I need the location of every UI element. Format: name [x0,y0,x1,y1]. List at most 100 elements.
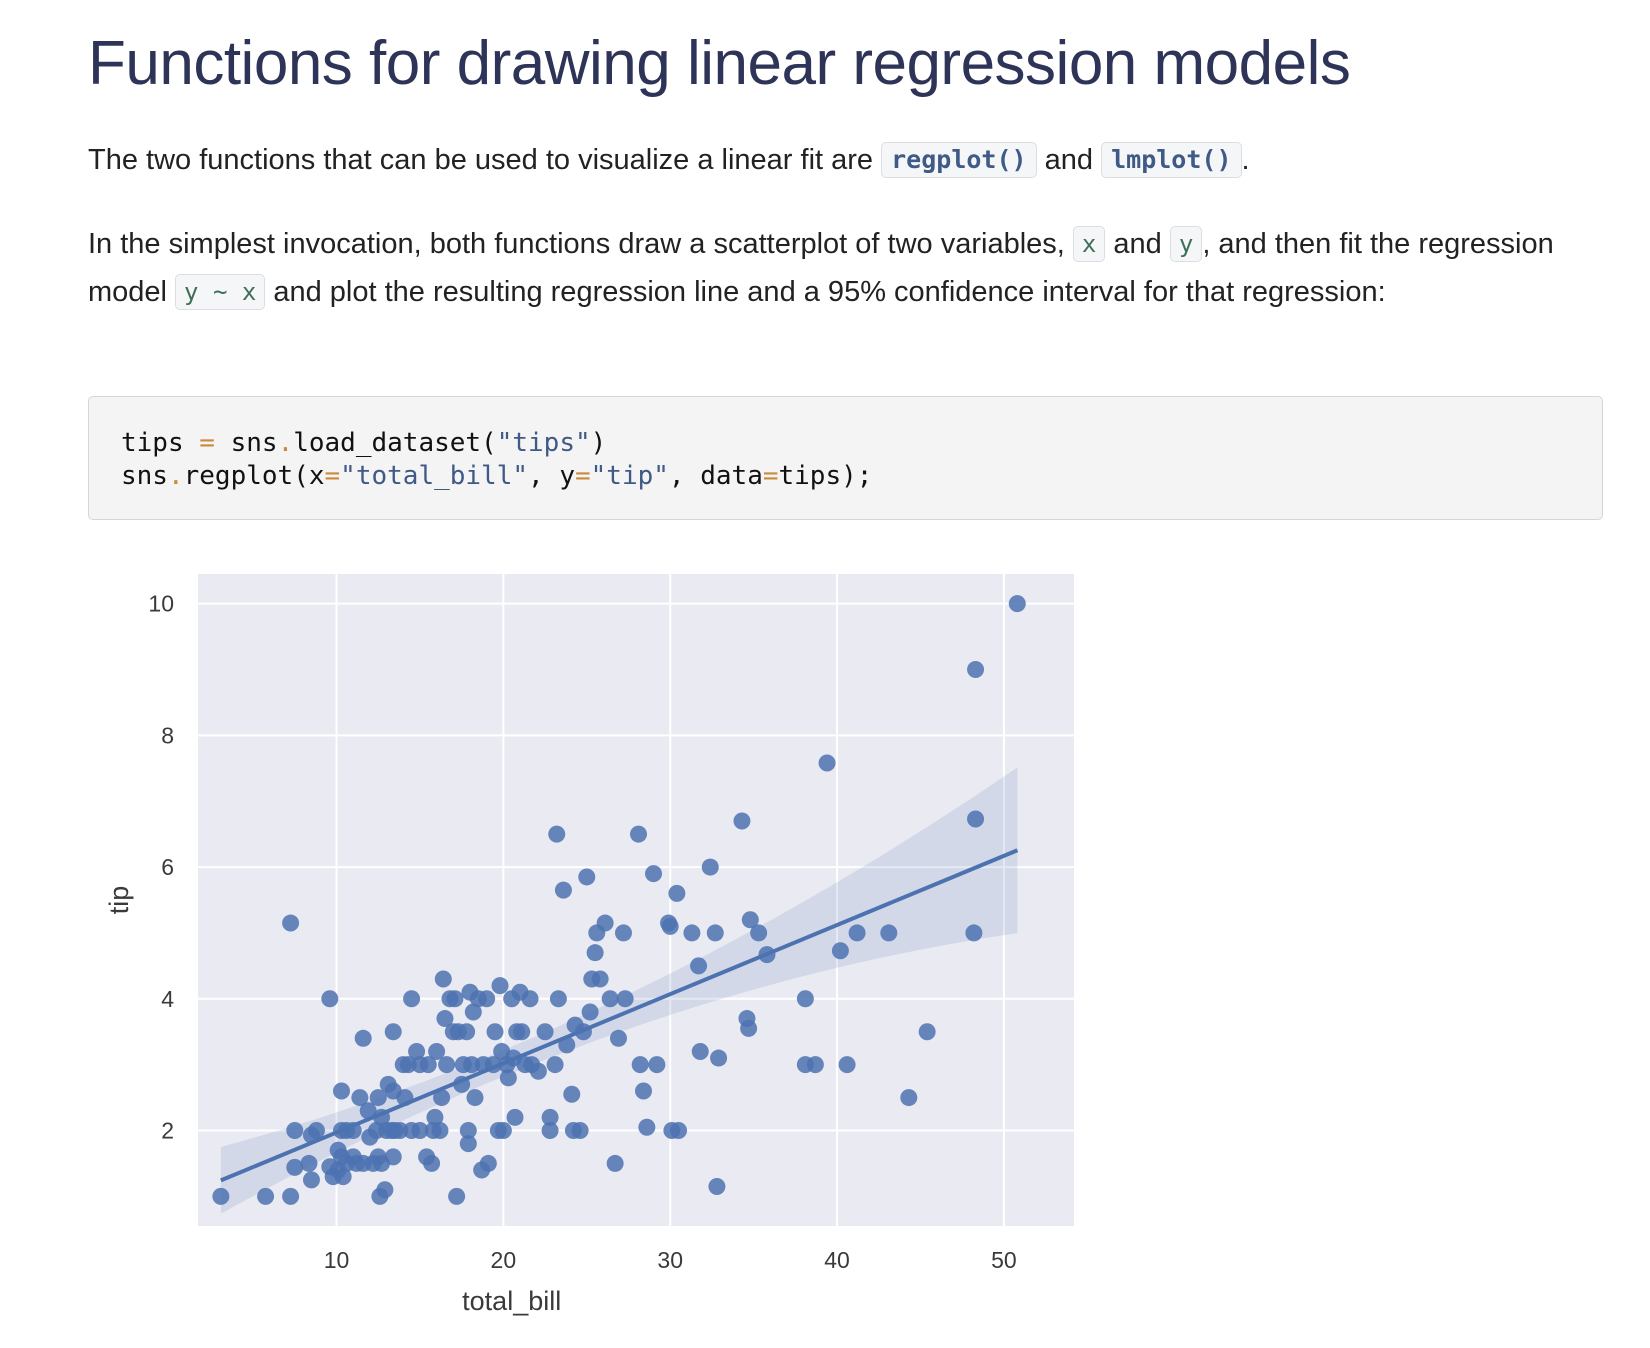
data-point [529,1062,547,1080]
data-point [459,1135,477,1153]
code-token: . [167,461,184,491]
data-point [541,1122,559,1140]
grid-lines [198,574,1074,1226]
code-token: "tips" [496,428,591,458]
data-point [796,990,814,1008]
code-token: sns [121,461,168,491]
data-point [369,1089,387,1107]
data-point [321,990,339,1008]
data-point [491,977,509,995]
data-point [436,1010,454,1028]
code-token: = [199,428,215,458]
x-axis-label: total_bill [462,1286,561,1316]
y-tick-label: 4 [161,986,174,1012]
data-point [750,924,768,942]
data-point [354,1029,372,1047]
data-point [466,1089,484,1107]
data-point [433,1089,451,1107]
data-point [630,825,648,843]
data-point [302,1171,320,1189]
data-point [614,924,632,942]
data-point [408,1042,426,1060]
data-point [282,914,300,932]
x-tick-label: 40 [824,1247,850,1273]
code-block[interactable]: tips = sns.load_dataset("tips") sns.regp… [88,396,1603,520]
data-point [586,944,604,962]
data-point [967,660,985,678]
data-point [831,942,849,960]
data-point [286,1122,304,1140]
data-point [648,1056,666,1074]
data-point [668,884,686,902]
lmplot-link[interactable]: lmplot() [1101,142,1242,178]
data-point [307,1122,325,1140]
data-point [635,1082,653,1100]
x-tick-label: 20 [491,1247,517,1273]
data-point [423,1154,441,1172]
data-point [548,825,566,843]
code-token: tips); [778,461,873,491]
data-point [631,1056,649,1074]
data-point [431,1122,449,1140]
y-tick-labels: 2 4 6 8 10 [148,591,174,1144]
data-point [708,1177,726,1195]
data-point [403,990,421,1008]
desc-text-2: and [1105,228,1170,260]
data-point [428,1042,446,1060]
data-point [391,1122,409,1140]
regplot-link[interactable]: regplot() [881,142,1037,178]
code-token: = [324,461,341,491]
confidence-band [220,767,1018,1214]
y-var-code: y [1169,226,1203,262]
data-point [494,1122,512,1140]
plot-panel [198,574,1074,1226]
data-point [399,1056,417,1074]
data-point [426,1108,444,1126]
code-token: load_dataset( [293,428,497,458]
desc-text-1: In the simplest invocation, both functio… [88,228,1073,260]
data-point [486,1023,504,1041]
data-point [541,1108,559,1126]
data-point [411,1122,429,1140]
data-point [609,1029,627,1047]
intro-period: . [1241,144,1250,176]
data-point [446,990,464,1008]
data-point [733,812,751,830]
data-point [710,1049,728,1067]
regression-line-group [220,848,1019,1183]
data-point [578,868,596,886]
code-token: ) [590,428,607,458]
code-line-1: tips = sns.load_dataset("tips") [121,427,1570,460]
data-point [563,1085,581,1103]
data-point [286,1158,304,1176]
code-token: tips [121,428,200,458]
data-point [351,1089,369,1107]
data-point [683,924,701,942]
data-point [257,1187,275,1205]
data-point [741,911,759,929]
data-point [458,1023,476,1041]
data-point [334,1168,352,1186]
x-tick-labels: 10 20 30 40 50 [324,1247,1017,1273]
code-token: = [574,461,591,491]
data-point [478,990,496,1008]
data-point [918,1023,936,1041]
data-point [965,924,983,942]
data-point [616,990,634,1008]
regression-line [220,848,1019,1183]
data-point [691,1042,709,1060]
data-point [463,1056,481,1074]
data-point [506,1108,524,1126]
data-point [591,970,609,988]
data-point [384,1148,402,1166]
data-point [549,990,567,1008]
data-point [967,810,985,828]
data-point [690,957,708,975]
y-tick-label: 2 [161,1118,174,1144]
data-point [848,924,866,942]
data-point [459,1122,477,1140]
data-point [521,990,539,1008]
x-tick-label: 10 [324,1247,350,1273]
data-point [419,1056,437,1074]
data-point [536,1023,554,1041]
